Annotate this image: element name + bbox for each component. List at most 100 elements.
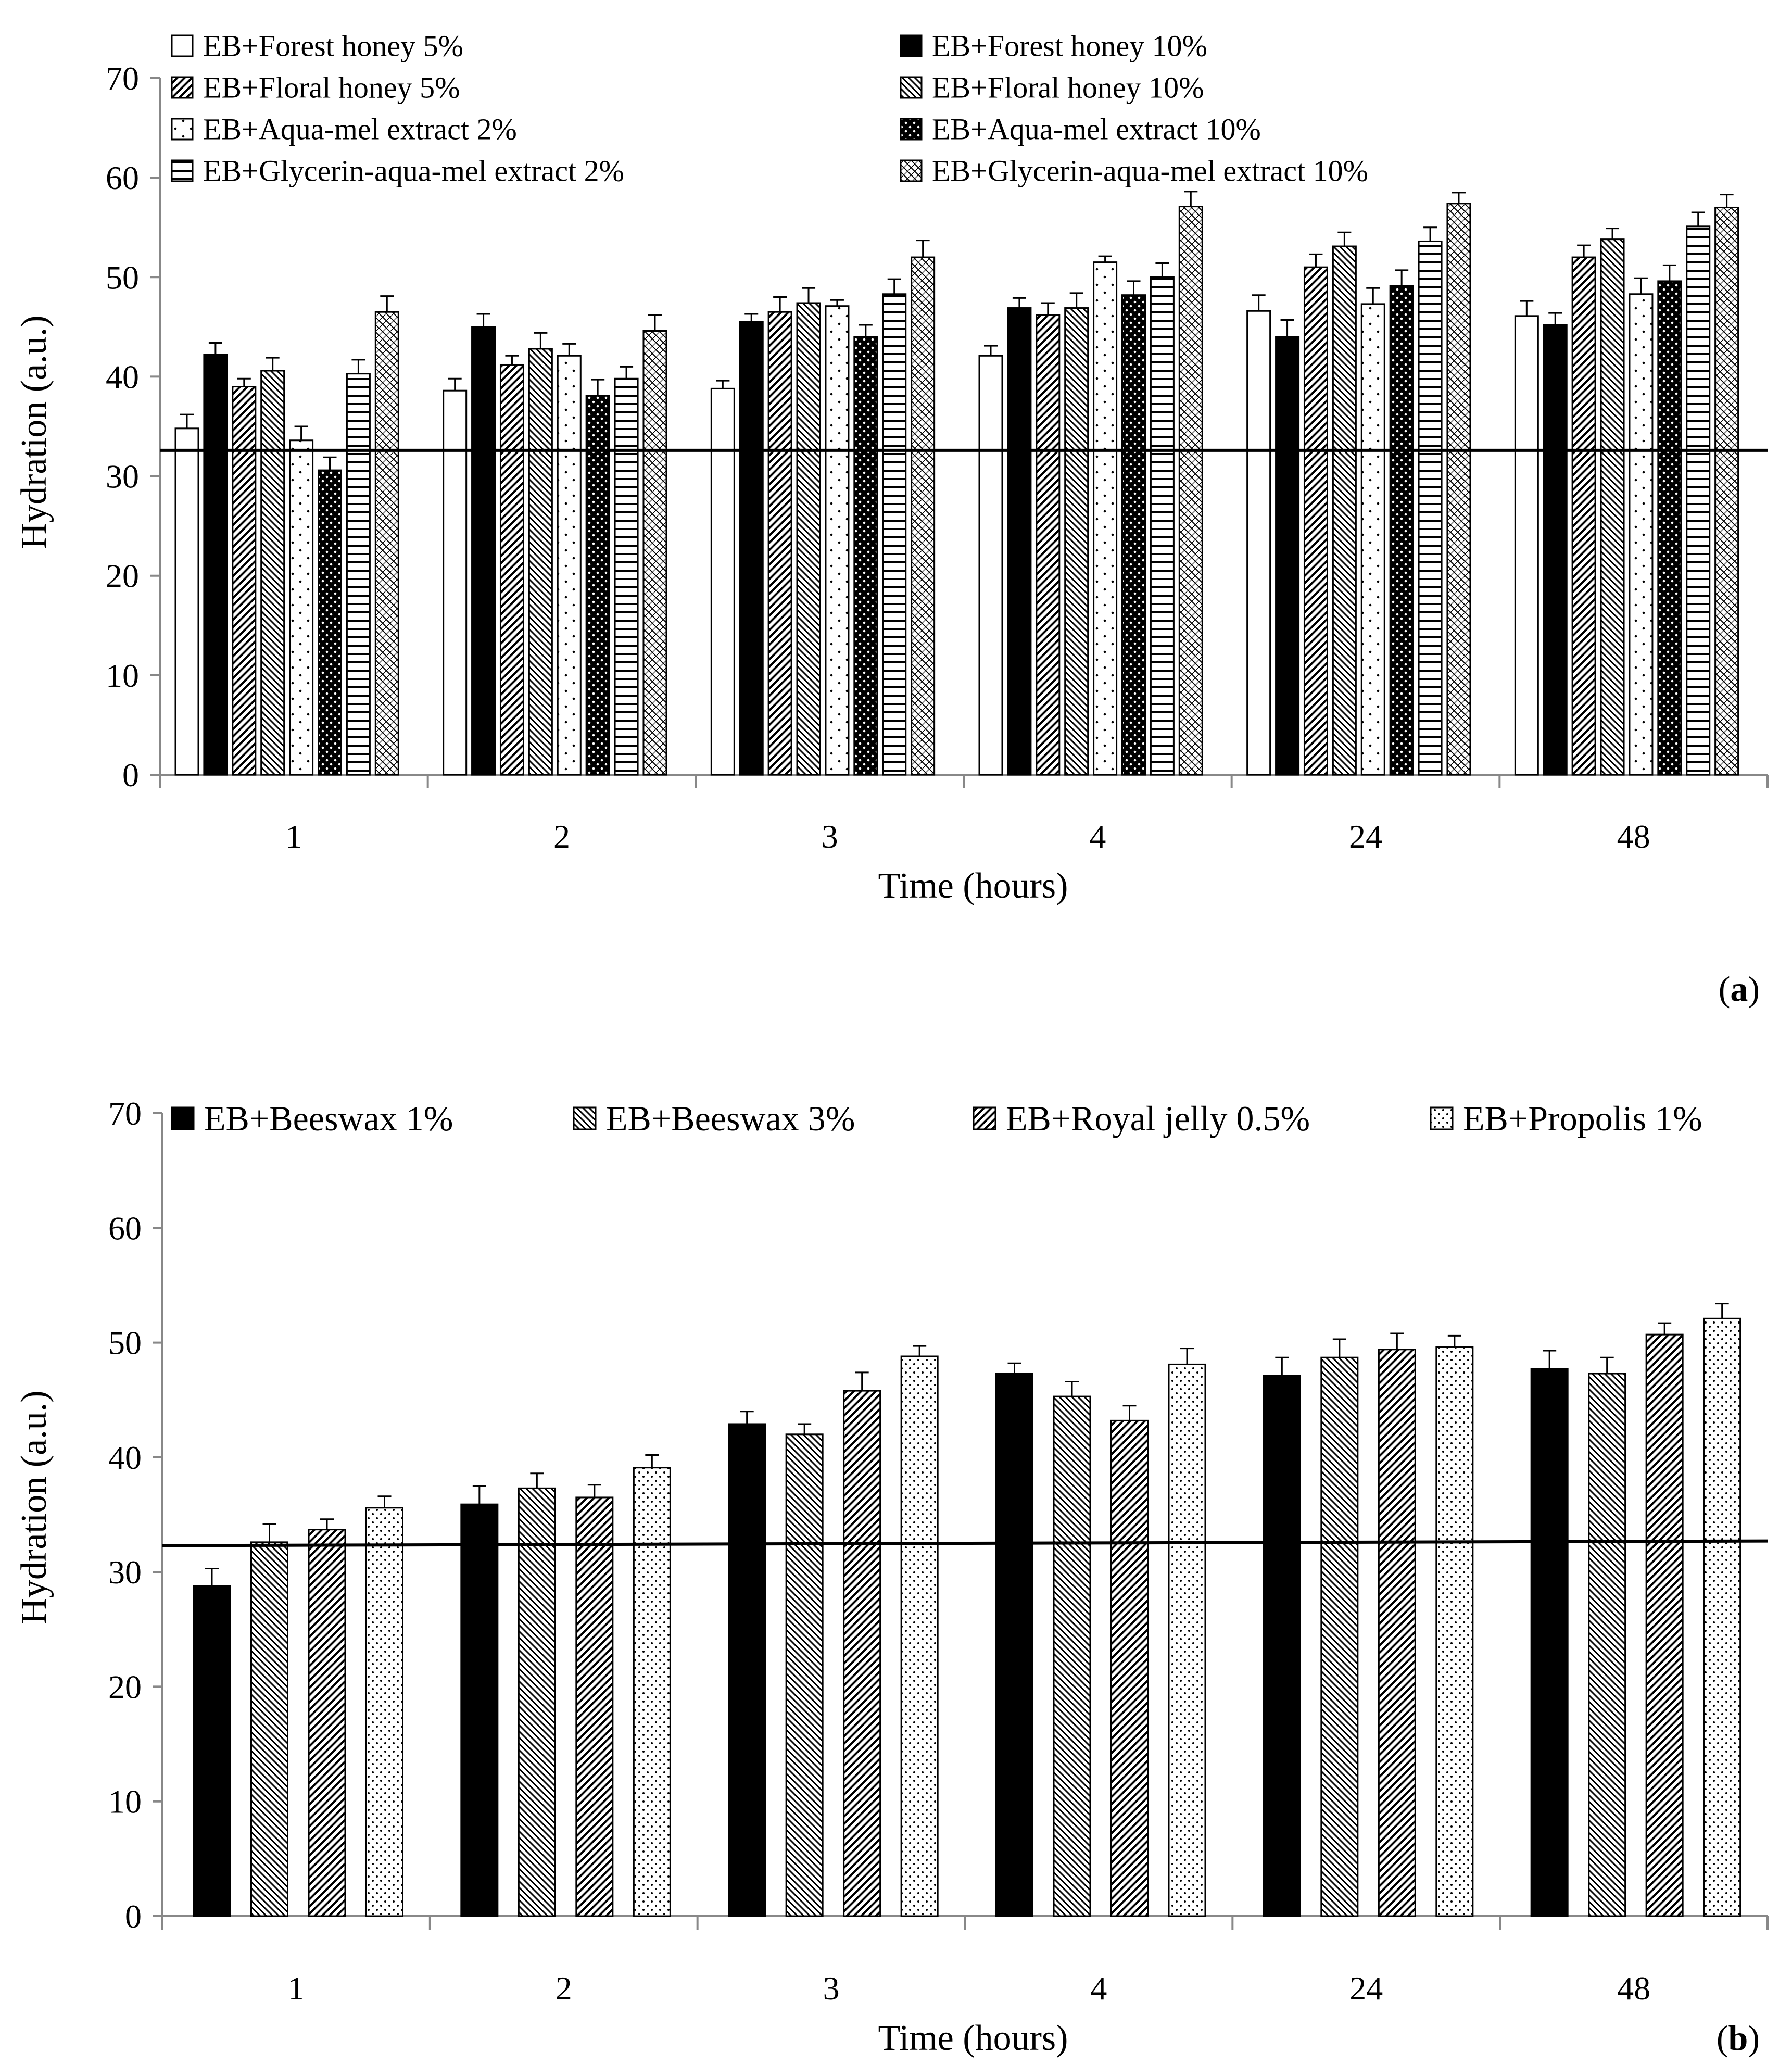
legend-b: EB+Beeswax 1% EB+Beeswax 3% EB+Royal jelly…: [171, 1099, 1702, 1138]
bar: [1275, 336, 1300, 776]
legend-item: EB+Propolis 1%: [1430, 1099, 1702, 1138]
legend-swatch: [171, 159, 194, 182]
y-tick-label: 20: [106, 558, 139, 595]
x-axis-label-a: Time (hours): [878, 866, 1068, 906]
bar: [1389, 285, 1414, 776]
legend-swatch: [900, 76, 923, 99]
legend-item: EB+Glycerin-aqua-mel extract 10%: [900, 154, 1368, 188]
y-tick-label: 10: [108, 1783, 142, 1820]
legend-swatch: [573, 1106, 597, 1130]
bar: [1600, 238, 1625, 776]
bar: [1036, 314, 1061, 776]
bar: [1378, 1349, 1416, 1917]
legend-item: EB+Aqua-mel extract 10%: [900, 112, 1261, 146]
bar: [1657, 280, 1682, 776]
bar: [739, 321, 764, 776]
bars-a: [174, 191, 1739, 776]
bar: [728, 1423, 766, 1917]
x-tick-label: 24: [1349, 818, 1382, 855]
y-tick-label: 70: [108, 1095, 142, 1132]
bar: [1435, 1346, 1474, 1917]
bar: [1007, 307, 1032, 776]
x-tick-label: 48: [1617, 818, 1650, 855]
y-axis-label-a: Hydration (a.u.): [14, 315, 54, 549]
bar: [250, 1541, 288, 1917]
legend-label: EB+Beeswax 1%: [204, 1099, 453, 1138]
y-tick-label: 50: [106, 259, 139, 296]
y-tick-label: 50: [108, 1325, 142, 1362]
legend-label: EB+Forest honey 5%: [203, 29, 463, 63]
legend-item: EB+Floral honey 5%: [171, 71, 460, 105]
bar: [882, 293, 907, 776]
bar: [1121, 294, 1146, 776]
x-axis-label-b: Time (hours): [878, 2018, 1068, 2058]
y-tick-label: 70: [106, 60, 139, 97]
bar: [585, 395, 610, 776]
bar: [1703, 1317, 1741, 1917]
bar: [843, 1390, 881, 1917]
bar: [1686, 225, 1711, 776]
legend-item: EB+Beeswax 3%: [573, 1099, 855, 1138]
bar: [499, 363, 524, 776]
x-tick-label: 3: [822, 818, 838, 855]
bar: [1714, 206, 1739, 776]
bar: [1645, 1333, 1684, 1917]
bar: [365, 1507, 403, 1917]
bar: [1629, 293, 1654, 776]
bar: [1588, 1373, 1626, 1917]
legend-swatch: [1430, 1106, 1454, 1130]
legend-swatch: [171, 118, 194, 141]
y-axis-label-b: Hydration (a.u.): [14, 1390, 54, 1624]
bar: [1168, 1363, 1206, 1917]
bar: [1303, 266, 1328, 776]
bar: [1263, 1375, 1301, 1917]
legend-item: EB+Royal jelly 0.5%: [973, 1099, 1310, 1138]
bar: [1514, 315, 1539, 776]
bar: [710, 387, 735, 776]
x-tick-label: 2: [556, 1970, 572, 2007]
y-tick-label: 0: [125, 1898, 142, 1935]
bar: [1093, 261, 1118, 776]
legend-swatch: [171, 1106, 195, 1130]
bar: [1332, 245, 1357, 776]
legend-swatch: [900, 34, 923, 57]
bar: [1446, 203, 1471, 776]
bar: [767, 311, 792, 776]
bar: [825, 305, 850, 776]
bar: [911, 256, 936, 776]
x-tick-label: 4: [1090, 1970, 1107, 2007]
legend-label: EB+Glycerin-aqua-mel extract 10%: [932, 154, 1368, 188]
bar: [193, 1585, 231, 1917]
x-tick-label: 24: [1349, 1970, 1383, 2007]
bar: [232, 386, 257, 776]
x-tick-label: 1: [285, 818, 302, 855]
legend-item: EB+Forest honey 10%: [900, 29, 1207, 63]
bar: [1571, 256, 1596, 776]
bar: [203, 354, 228, 776]
bar: [174, 427, 199, 776]
bar: [796, 302, 821, 776]
bar: [1320, 1356, 1359, 1917]
bar: [978, 355, 1003, 776]
bar: [633, 1467, 671, 1917]
legend-item: EB+Floral honey 10%: [900, 71, 1204, 105]
x-tick-label: 2: [553, 818, 570, 855]
legend-item: EB+Glycerin-aqua-mel extract 2%: [171, 154, 624, 188]
bar: [374, 311, 399, 776]
legend-label: EB+Forest honey 10%: [932, 29, 1207, 63]
y-axis-a: 0 10 20 30 40 50 60 70 1 2 3 4 24 48: [106, 60, 1769, 855]
x-tick-label: 3: [823, 1970, 840, 2007]
reference-line-b: [162, 1539, 1768, 1547]
bar: [853, 336, 878, 776]
bar: [642, 330, 667, 776]
legend-label: EB+Aqua-mel extract 10%: [932, 112, 1261, 146]
bar: [575, 1496, 614, 1917]
legend-item: EB+Forest honey 5%: [171, 29, 463, 63]
y-axis-b: 0 10 20 30 40 50 60 70 1 2 3 4 24 48: [108, 1095, 1769, 2007]
legend-swatch: [900, 159, 923, 182]
y-tick-label: 30: [108, 1554, 142, 1591]
bar: [1543, 324, 1568, 776]
y-tick-label: 40: [106, 358, 139, 395]
bar: [1150, 276, 1175, 776]
y-tick-label: 20: [108, 1668, 142, 1705]
